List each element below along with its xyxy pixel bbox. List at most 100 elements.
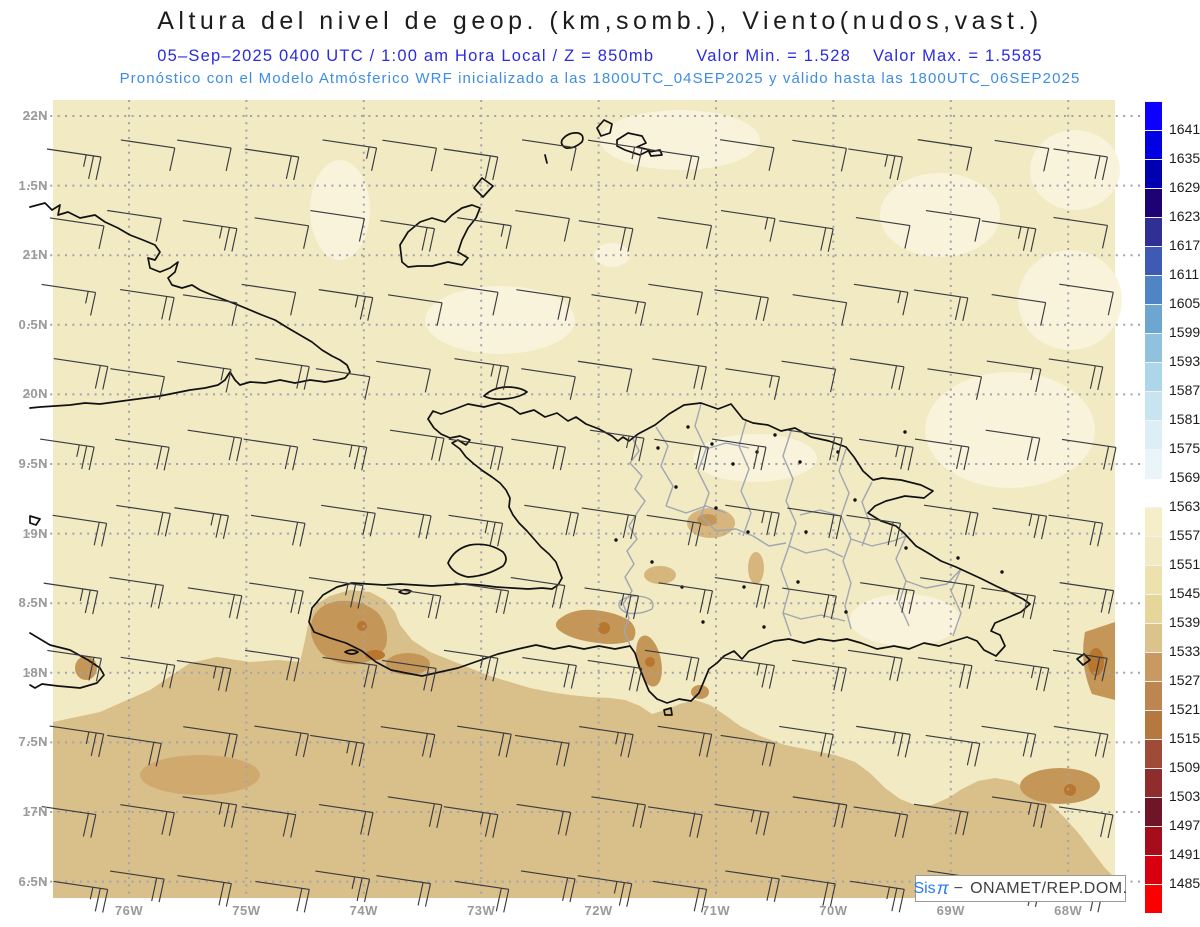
wind-barb: [792, 796, 848, 828]
wind-barb: [382, 139, 438, 172]
wind-barb: [1053, 725, 1109, 758]
lat-tick-label: 0.5N: [18, 316, 48, 332]
wind-barb: [925, 734, 981, 767]
wind-barb: [985, 429, 1041, 462]
colorbar-segment: [1145, 536, 1162, 565]
wind-barb: [591, 796, 646, 828]
lat-tick-label: 8.5N: [18, 595, 48, 611]
wind-barb: [250, 514, 306, 547]
wind-barb: [454, 582, 510, 615]
wind-barb: [110, 870, 165, 903]
cuban-cay: [29, 515, 41, 526]
colorbar-segment: [1145, 623, 1162, 652]
wind-barb: [720, 657, 775, 689]
colorbar-tick-label: 1545: [1169, 585, 1200, 601]
colorbar-tick-label: 1521: [1169, 701, 1200, 717]
lat-tick-label: 9.5N: [18, 456, 48, 471]
colorbar-segment: [1145, 217, 1162, 246]
colorbar-segment: [1145, 826, 1162, 855]
wind-barb: [855, 216, 911, 249]
wind-barb: [781, 875, 836, 907]
colorbar-segment: [1145, 391, 1162, 420]
wind-barb: [860, 582, 915, 614]
wind-barb: [46, 148, 102, 181]
wind-barb: [578, 220, 634, 252]
little-inagua-island: [473, 177, 494, 198]
wind-barb: [321, 504, 376, 537]
colorbar-tick-label: 1569: [1169, 469, 1200, 485]
wind-barb: [107, 734, 162, 767]
wind-barb: [310, 209, 365, 242]
wind-barb: [520, 870, 576, 903]
colorbar-segment: [1145, 565, 1162, 594]
wind-barb: [646, 514, 702, 547]
wind-barb: [577, 360, 633, 393]
colorbar-tick-label: 1629: [1169, 179, 1200, 195]
wind-barb: [457, 217, 512, 249]
wind-barb: [652, 358, 707, 390]
wind-barb: [174, 507, 229, 539]
wind-barb: [577, 875, 633, 907]
shading-layer: [53, 100, 1122, 898]
wind-barb: [1053, 148, 1108, 181]
wind-barb: [994, 659, 1050, 692]
colorbar-tick-label: 1485: [1169, 875, 1200, 891]
lon-tick-label: 76W: [114, 903, 144, 918]
colorbar-tick-label: 1509: [1169, 759, 1200, 775]
wind-barb: [454, 358, 510, 390]
wind-barb: [380, 220, 436, 252]
wind-barb: [725, 504, 780, 537]
wind-barb: [255, 358, 310, 390]
wind-barb: [581, 507, 637, 540]
colorbar-segment: [1145, 855, 1162, 884]
wind-barb: [853, 283, 909, 316]
wind-barb: [782, 587, 837, 620]
lat-tick-label: 7.5N: [18, 734, 48, 750]
colorbar-segment: [1145, 362, 1162, 391]
wind-barb: [43, 582, 99, 615]
wind-barb: [714, 803, 770, 836]
wind-barb: [40, 438, 95, 471]
wind-barb: [443, 649, 499, 682]
lon-tick-label: 74W: [349, 903, 378, 918]
valor-min-text: Valor Min. = 1.528: [696, 47, 852, 65]
wind-barb: [183, 726, 238, 758]
lat-tick-label: 19N: [22, 525, 48, 541]
wind-barb: [850, 880, 905, 913]
lat-tick-label: 21N: [22, 247, 48, 263]
wind-barb: [658, 582, 714, 614]
wind-barb: [587, 659, 643, 692]
wind-barb: [849, 358, 905, 390]
wind-barb: [514, 734, 570, 767]
colorbar-tick-label: 1599: [1169, 324, 1200, 340]
wind-barb: [917, 139, 973, 171]
valid-datetime-text: 05–Sep–2025 0400 UTC / 1:00 am Hora Loca…: [157, 47, 655, 65]
wind-barb: [120, 139, 176, 172]
wind-barb: [241, 806, 297, 838]
wind-barb: [991, 294, 1047, 326]
wind-barb: [443, 283, 499, 316]
wind-barb: [981, 220, 1037, 252]
wind-barb: [116, 504, 171, 537]
wind-barb: [187, 587, 243, 619]
wind-barb: [913, 289, 969, 322]
colorbar-tick-label: 1491: [1169, 846, 1200, 862]
lat-tick-label: 1.5N: [18, 177, 48, 193]
colorbar-segment: [1145, 681, 1162, 710]
colorbar-tick-label: 1515: [1169, 730, 1200, 746]
wind-barb: [848, 649, 903, 682]
wind-barb: [522, 139, 577, 171]
wind-barb: [120, 656, 176, 689]
wind-barb: [318, 804, 374, 836]
wind-barb: [182, 294, 238, 326]
wind-barb: [920, 577, 975, 609]
wind-barbs-layer: [40, 139, 1117, 913]
wind-barb: [110, 368, 165, 400]
lat-tick-label: 17N: [22, 804, 48, 819]
wind-barb: [648, 283, 703, 316]
branding-dash: −: [953, 879, 964, 897]
jamaica-coastline: [29, 632, 105, 689]
wind-barb: [120, 288, 175, 321]
wind-barb: [107, 209, 162, 242]
wind-barb: [510, 576, 566, 609]
